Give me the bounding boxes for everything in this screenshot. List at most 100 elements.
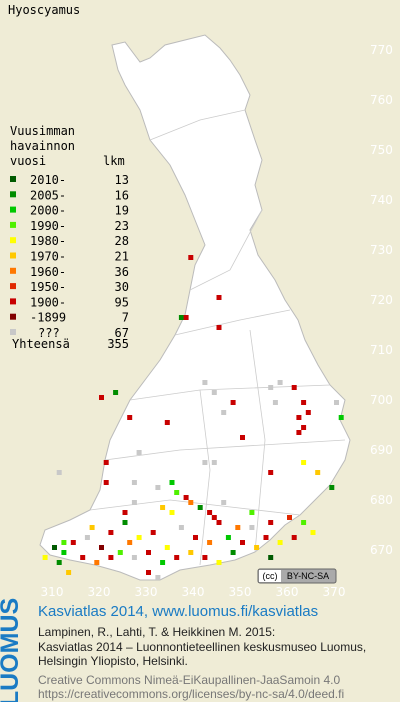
observation-square (183, 495, 189, 500)
observation-square (113, 390, 119, 395)
legend-swatch (10, 252, 16, 259)
observation-square (84, 535, 90, 540)
y-tick-label: 730 (370, 243, 393, 257)
observation-square (221, 500, 227, 505)
observation-square (301, 520, 307, 525)
observation-square (42, 555, 48, 560)
y-tick-label: 690 (370, 443, 393, 457)
observation-square (329, 485, 335, 490)
observation-square (127, 415, 133, 420)
legend-count: 16 (115, 188, 129, 202)
observation-square (202, 460, 208, 465)
legend-swatch (10, 267, 16, 274)
observation-square (89, 525, 95, 530)
legend-swatch (10, 206, 16, 213)
observation-square (174, 555, 180, 560)
legend-label: 1980- (30, 234, 66, 248)
observation-square (272, 400, 278, 405)
x-tick-label: 320 (88, 585, 111, 599)
observation-square (188, 550, 194, 555)
observation-square (211, 515, 217, 520)
legend-count: 13 (115, 173, 129, 187)
observation-square (169, 510, 175, 515)
legend-label: -1899 (30, 311, 66, 325)
observation-square (122, 510, 128, 515)
observation-square (164, 545, 170, 550)
observation-square (301, 425, 307, 430)
y-tick-label: 710 (370, 343, 393, 357)
legend-swatch (10, 283, 16, 290)
observation-square (296, 430, 302, 435)
x-tick-label: 360 (276, 585, 299, 599)
observation-square (291, 385, 297, 390)
y-tick-label: 700 (370, 393, 393, 407)
observation-square (315, 470, 321, 475)
observation-square (310, 530, 316, 535)
observation-square (108, 555, 114, 560)
observation-square (108, 530, 114, 535)
legend-header: Vuusimman (10, 124, 75, 138)
observation-square (80, 555, 86, 560)
observation-square (216, 520, 222, 525)
observation-square (277, 540, 283, 545)
observation-square (221, 410, 227, 415)
observation-square (287, 515, 292, 520)
observation-square (301, 460, 307, 465)
license: Creative Commons Nimeä-EiKaupallinen-Jaa… (38, 673, 340, 687)
link[interactable]: Kasviatlas 2014, www.luomus.fi/kasviatla… (38, 603, 318, 620)
citation: Lampinen, R., Lahti, T. & Heikkinen M. 2… (38, 625, 275, 639)
observation-square (127, 540, 133, 545)
observation-square (160, 505, 166, 510)
observation-square (249, 525, 255, 530)
legend-count: 23 (115, 219, 129, 233)
observation-square (136, 450, 142, 455)
x-tick-label: 330 (135, 585, 158, 599)
y-tick-label: 680 (370, 493, 393, 507)
observation-square (103, 460, 109, 465)
observation-square (216, 325, 222, 330)
legend-header: havainnon (10, 139, 75, 153)
observation-square (334, 400, 339, 405)
license-url[interactable]: https://creativecommons.org/licenses/by-… (38, 687, 344, 701)
x-tick-label: 350 (229, 585, 252, 599)
legend-header: vuosi (10, 154, 46, 168)
observation-square (146, 550, 151, 555)
observation-square (207, 540, 213, 545)
y-tick-label: 740 (370, 193, 393, 207)
observation-square (56, 470, 62, 475)
observation-square (211, 460, 217, 465)
observation-square (56, 560, 62, 565)
observation-square (94, 560, 100, 565)
observation-square (99, 395, 104, 400)
legend-label: 2005- (30, 188, 66, 202)
observation-square (211, 390, 217, 395)
observation-square (188, 255, 194, 260)
observation-square (178, 315, 184, 320)
observation-square (155, 485, 161, 490)
legend-total: 355 (107, 337, 129, 351)
legend-count-header: lkm (103, 154, 125, 168)
legend-label: 1970- (30, 250, 66, 264)
observation-square (188, 500, 194, 505)
legend-label: 2010- (30, 173, 66, 187)
observation-square (202, 380, 208, 385)
observation-square (52, 545, 57, 550)
legend-label: ??? (38, 326, 60, 340)
legend-count: 7 (122, 311, 129, 325)
observation-square (301, 400, 307, 405)
legend-swatch (10, 221, 16, 228)
legend-label: 1950- (30, 280, 66, 294)
title: Hyoscyamus (8, 3, 80, 17)
observation-square (216, 560, 222, 565)
observation-square (277, 380, 283, 385)
observation-square (131, 555, 137, 560)
legend-swatch (10, 298, 16, 305)
observation-square (291, 535, 297, 540)
logo: LUOMUS (0, 598, 24, 702)
legend-label: 1960- (30, 265, 66, 279)
y-tick-label: 670 (370, 543, 393, 557)
svg-text:(cc): (cc) (263, 571, 278, 581)
